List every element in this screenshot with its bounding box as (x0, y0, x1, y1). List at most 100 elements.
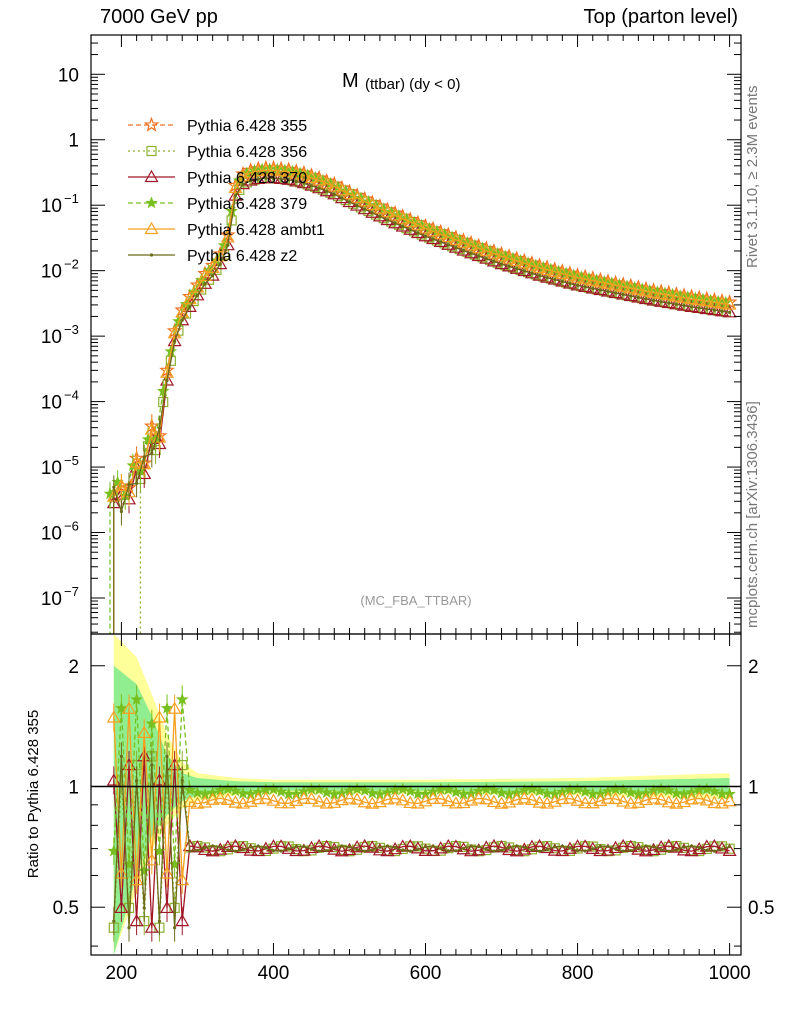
series-point-5 (507, 264, 511, 269)
ratio-point-4 (606, 844, 610, 849)
series-point-4 (426, 224, 441, 237)
legend-marker (146, 145, 157, 157)
ratio-point-2 (350, 782, 364, 795)
ratio-point-3 (350, 792, 365, 805)
ratio-point-1 (464, 843, 479, 857)
y-tick-label: 10 (41, 393, 62, 414)
ratio-point-4 (271, 849, 276, 853)
series-point-2 (266, 170, 281, 184)
ratio-group-2 (107, 685, 736, 885)
series-point-4 (562, 268, 577, 281)
series-point-5 (271, 176, 276, 180)
series-point-5 (492, 259, 496, 263)
series-point-4 (448, 232, 463, 246)
legend-label: Pythia 6.428 379 (187, 196, 307, 213)
ratio-point-3 (722, 794, 737, 807)
legend-label: Pythia 6.428 370 (187, 170, 307, 187)
series-point-5 (256, 177, 260, 181)
series-point-4 (274, 163, 289, 177)
series-line-0 (113, 167, 730, 496)
series-point-5 (370, 211, 374, 215)
series-point-4 (190, 280, 205, 293)
series-point-5 (317, 186, 321, 190)
series-point-4 (502, 251, 517, 264)
series-point-5 (393, 221, 397, 225)
ratio-point-4 (431, 844, 435, 848)
series-point-4 (661, 288, 676, 301)
ratio-point-2 (510, 786, 524, 799)
x-tick-label: 1000 (708, 963, 750, 984)
series-point-4 (509, 253, 524, 267)
y-tick-label-exponent: −2 (64, 257, 79, 272)
ratio-point-1 (289, 843, 304, 857)
ratio-point-3 (220, 792, 235, 805)
series-point-5 (651, 298, 656, 303)
series-point-5 (583, 285, 587, 289)
ratio-point-4 (553, 845, 557, 849)
x-tick-label: 400 (258, 963, 290, 984)
ratio-point-2 (571, 782, 584, 795)
ratio-point-2 (206, 786, 219, 799)
ratio-point-4 (423, 844, 428, 849)
ratio-point-3 (441, 793, 456, 807)
series-point-4 (334, 183, 349, 196)
ratio-point-3 (707, 795, 722, 809)
series-point-5 (363, 207, 367, 211)
ratio-point-3 (251, 791, 266, 805)
series-point-4 (600, 276, 615, 289)
series-point-4 (654, 286, 669, 300)
series-point-4 (479, 243, 494, 257)
ratio-point-2 (533, 784, 546, 797)
series-point-5 (347, 200, 352, 204)
ratio-point-2 (578, 785, 592, 798)
ratio-point-2 (669, 786, 683, 799)
ratio-point-3 (623, 796, 638, 809)
y-tick-label: 10 (41, 327, 62, 348)
ratio-point-3 (304, 791, 319, 805)
ratio-point-2 (312, 783, 326, 796)
series-point-4 (517, 256, 532, 269)
ratio-point-3 (471, 791, 486, 804)
y-tick-label-exponent: −7 (64, 584, 79, 599)
ratio-point-1 (418, 843, 433, 856)
ratio-y-tick-label-right: 2 (748, 657, 759, 678)
series-point-4 (365, 197, 380, 211)
ratio-point-2 (654, 782, 668, 795)
series-point-4 (182, 291, 197, 305)
series-point-4 (342, 187, 357, 200)
series-point-5 (446, 243, 450, 247)
ratio-point-3 (684, 792, 699, 805)
ratio-point-1 (243, 843, 258, 856)
ratio-point-4 (682, 845, 686, 849)
series-point-4 (646, 285, 661, 298)
ratio-point-4 (378, 845, 382, 849)
ratio-point-2 (236, 786, 250, 799)
ratio-point-3 (190, 796, 205, 809)
ratio-point-3 (395, 793, 410, 806)
ratio-point-2 (221, 782, 235, 795)
ratio-point-4 (317, 849, 321, 853)
ratio-point-4 (537, 849, 542, 853)
series-point-4 (350, 190, 365, 203)
legend-entry-0: Pythia 6.428 355 (128, 116, 307, 135)
ratio-point-4 (363, 849, 367, 853)
ratio-point-4 (515, 844, 519, 848)
legend-marker (149, 253, 154, 257)
ratio-point-1 (456, 842, 471, 855)
ratio-point-3 (509, 792, 524, 805)
ratio-point-3 (562, 791, 577, 804)
series-point-4 (418, 221, 433, 234)
series-point-5 (287, 178, 291, 182)
ratio-point-4 (492, 849, 496, 853)
series-point-4 (524, 258, 539, 271)
ratio-point-4 (507, 845, 511, 850)
series-point-4 (388, 208, 403, 221)
ratio-point-2 (267, 782, 280, 795)
ratio-point-1 (654, 839, 669, 853)
series-point-4 (692, 292, 707, 306)
series-point-4 (555, 266, 570, 279)
series-point-5 (727, 310, 732, 314)
series-point-5 (667, 301, 671, 305)
series-point-4 (714, 296, 730, 309)
y-tick-label-exponent: −6 (64, 519, 79, 534)
